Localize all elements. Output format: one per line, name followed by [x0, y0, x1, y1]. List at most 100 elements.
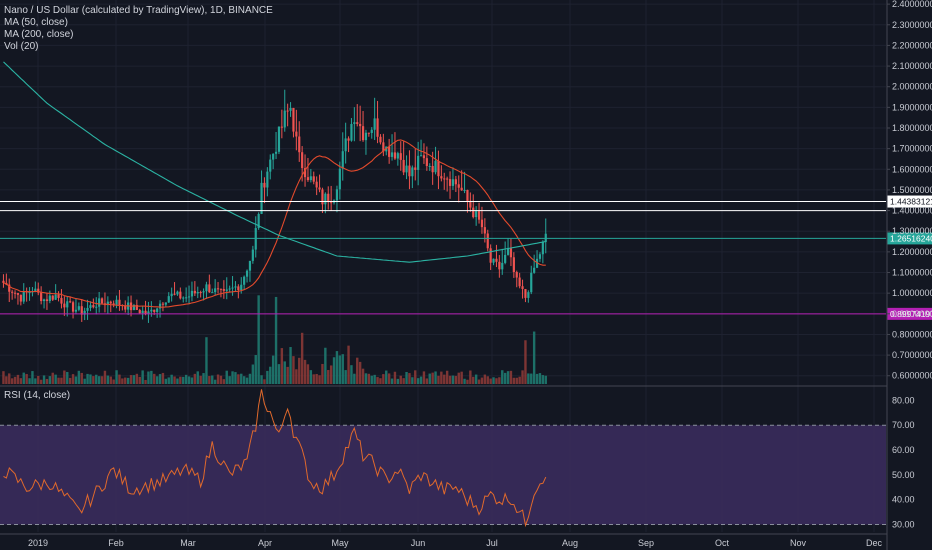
candle-body	[132, 304, 136, 311]
candle-body	[28, 292, 31, 294]
candle-body	[454, 179, 457, 185]
volume-bar	[176, 378, 179, 384]
candle-body	[98, 298, 101, 307]
price-tag-label: 1.26516240	[890, 233, 932, 243]
candle-body	[390, 152, 394, 157]
volume-bar	[312, 374, 315, 384]
candle-body	[306, 177, 310, 181]
candle-body	[225, 289, 228, 291]
volume-bar	[274, 296, 278, 384]
candle-body	[448, 179, 452, 186]
volume-bar	[466, 379, 469, 384]
candle-body	[460, 187, 463, 191]
candle-body	[245, 270, 249, 277]
volume-bar	[428, 373, 431, 384]
candle-body	[443, 178, 446, 180]
volume-bar	[25, 374, 28, 384]
candle-body	[2, 280, 5, 283]
candle-body	[483, 227, 486, 234]
candle-body	[498, 261, 501, 270]
volume-bar	[144, 379, 147, 384]
volume-bar	[34, 378, 37, 384]
time-tick-label: Sep	[638, 538, 654, 548]
candle-body	[158, 303, 162, 309]
volume-bar	[129, 375, 133, 384]
candle-body	[185, 297, 188, 299]
volume-bar	[280, 348, 284, 384]
volume-bar	[492, 377, 495, 384]
volume-bar	[208, 376, 211, 384]
volume-bar	[356, 357, 359, 384]
candle-body	[463, 189, 466, 191]
volume-bar	[318, 375, 321, 384]
candle-body	[298, 136, 301, 153]
volume-bar	[182, 376, 185, 384]
candle-body	[527, 292, 530, 298]
candle-body	[182, 297, 185, 299]
volume-bar	[298, 357, 301, 384]
volume-bar	[109, 376, 112, 384]
volume-bar	[115, 370, 118, 384]
candle-body	[248, 260, 252, 271]
volume-bar	[158, 374, 162, 384]
candle-body	[193, 290, 196, 294]
candle-body	[321, 189, 324, 205]
volume-bar	[503, 372, 507, 384]
volume-bar	[86, 373, 89, 384]
candle-body	[251, 249, 254, 261]
volume-bar	[277, 364, 281, 384]
candle-body	[71, 302, 75, 312]
candle-body	[150, 309, 153, 312]
candle-body	[393, 152, 397, 159]
volume-bar	[489, 378, 492, 384]
price-tag-bg	[887, 195, 932, 208]
volume-bar	[361, 368, 365, 384]
volume-bar	[10, 378, 14, 384]
candle-body	[51, 295, 54, 300]
candle-body	[408, 165, 411, 177]
candle-body	[376, 118, 379, 137]
candle-body	[431, 165, 434, 173]
volume-bar	[376, 377, 379, 384]
candle-body	[92, 305, 95, 308]
candle-body	[205, 284, 208, 292]
volume-bar	[184, 374, 188, 384]
rsi-tick-label: 40.00	[892, 495, 915, 505]
volume-bar	[170, 374, 173, 384]
candle-body	[16, 293, 20, 295]
time-tick-label: Mar	[180, 538, 196, 548]
volume-bar	[286, 366, 289, 384]
candle-body	[196, 292, 199, 294]
price-tick-label: 0.80000000	[892, 329, 932, 339]
horizontal-lines: 1.44383121 1.26516240 0.89974197	[0, 195, 932, 320]
volume-bar	[164, 378, 168, 384]
candle-body	[506, 248, 510, 255]
candle-body	[405, 165, 408, 173]
time-tick-label: Jun	[411, 538, 426, 548]
candle-body	[480, 219, 484, 228]
volume-bar	[240, 373, 243, 384]
price-tag-bg	[887, 307, 932, 320]
volume-bar	[97, 376, 101, 384]
candle-body	[538, 254, 542, 259]
volume-bar	[527, 373, 530, 384]
volume-bar	[344, 370, 347, 384]
volume-bar	[257, 295, 260, 384]
volume-bar	[495, 378, 498, 384]
candle-body	[469, 200, 472, 208]
volume-bar	[266, 370, 269, 384]
candle-body	[19, 294, 22, 302]
volume-bar	[506, 371, 510, 384]
volume-bar	[303, 359, 307, 384]
price-tick-label: 0.70000000	[892, 350, 932, 360]
candle-body	[347, 138, 350, 141]
volume-bar	[411, 377, 414, 384]
candle-body	[170, 293, 173, 297]
volume-bar	[309, 370, 313, 384]
candle-body	[524, 289, 527, 298]
legend-ma50: MA (50, close)	[4, 17, 68, 28]
price-tick-label: 0.60000000	[892, 371, 932, 381]
volume-bar	[68, 377, 72, 384]
